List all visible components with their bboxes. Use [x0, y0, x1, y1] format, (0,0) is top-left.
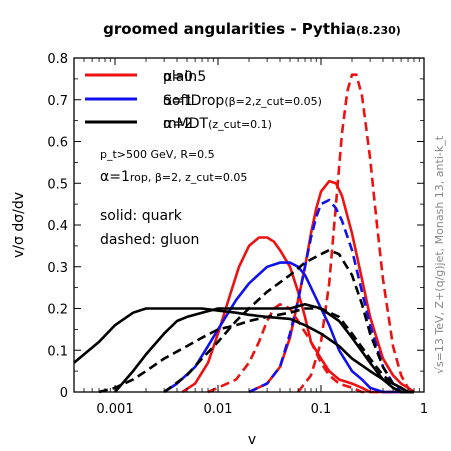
side-label: √s=13 TeV, Z+(q/g)jet, Monash 13, anti-k…: [433, 135, 446, 374]
chart-title-main: groomed angularities - Pythia: [103, 20, 356, 38]
y-tick-label-5: 0.5: [47, 177, 68, 192]
legend-label-black-b: mMDT: [163, 116, 208, 132]
x-tick-label-3: 1: [420, 402, 428, 417]
legend-label-black: mMDT(z_cut=0.1): [163, 116, 272, 132]
ticks-layer: 0.001 0.01 0.1 1 0 0.1 0.2 0.3 0.4 0.5 0.6 0.7 0.8: [47, 52, 428, 417]
legend-label-black-a: α=2: [163, 116, 193, 132]
y-axis-label: v/σ dσ/dv: [11, 192, 27, 258]
series-line-2: [297, 73, 415, 394]
legend-label-blue-b: α=1: [163, 93, 193, 109]
y-tick-label-7: 0.7: [47, 94, 68, 109]
y-tick-label-0: 0: [60, 386, 68, 401]
series-line-4: [163, 261, 408, 394]
params-line-1: p_t>500 GeV, R=0.5: [100, 148, 215, 161]
chart-title: groomed angularities - Pythia(8.230): [103, 20, 401, 38]
legend-label-blue: SoftDrop(β=2,z_cut=0.05): [163, 93, 322, 109]
legend-label-red-b: plain: [163, 69, 197, 85]
legend-label-red-a: α=0.5: [163, 69, 206, 85]
x-axis-label: v: [248, 432, 256, 448]
legend-label-blue-sub: (β=2,z_cut=0.05): [224, 95, 322, 108]
curves-layer: [73, 73, 415, 394]
series-line-7: [114, 303, 414, 394]
params-line-2-b: rop, β=2, z_cut=0.05: [130, 171, 248, 184]
y-tick-label-1: 0.1: [47, 344, 68, 359]
legend: α=0.5 plain SoftDrop(β=2,z_cut=0.05) α=1…: [85, 69, 322, 132]
y-tick-label-2: 0.2: [47, 303, 68, 318]
series-line-9: [163, 248, 414, 394]
plot-frame: [73, 57, 425, 393]
dashed-label: dashed: gluon: [100, 232, 199, 248]
y-tick-label-6: 0.6: [47, 136, 68, 151]
y-tick-label-4: 0.4: [47, 219, 68, 234]
y-tick-label-8: 0.8: [47, 52, 68, 67]
x-tick-label-1: 0.01: [204, 402, 233, 417]
chart-title-version: (8.230): [356, 24, 401, 37]
x-tick-label-0: 0.001: [96, 402, 133, 417]
series-line-8: [98, 307, 414, 394]
series-line-1: [248, 179, 415, 394]
legend-label-black-sub: (z_cut=0.1): [208, 118, 272, 131]
params-line-2-a: α=1: [100, 169, 130, 185]
solid-label: solid: quark: [100, 208, 183, 224]
params-line-2: α=1rop, β=2, z_cut=0.05: [100, 169, 247, 185]
legend-label-blue-a: SoftDrop: [163, 93, 224, 109]
x-tick-label-2: 0.1: [311, 402, 332, 417]
y-tick-label-3: 0.3: [47, 261, 68, 276]
